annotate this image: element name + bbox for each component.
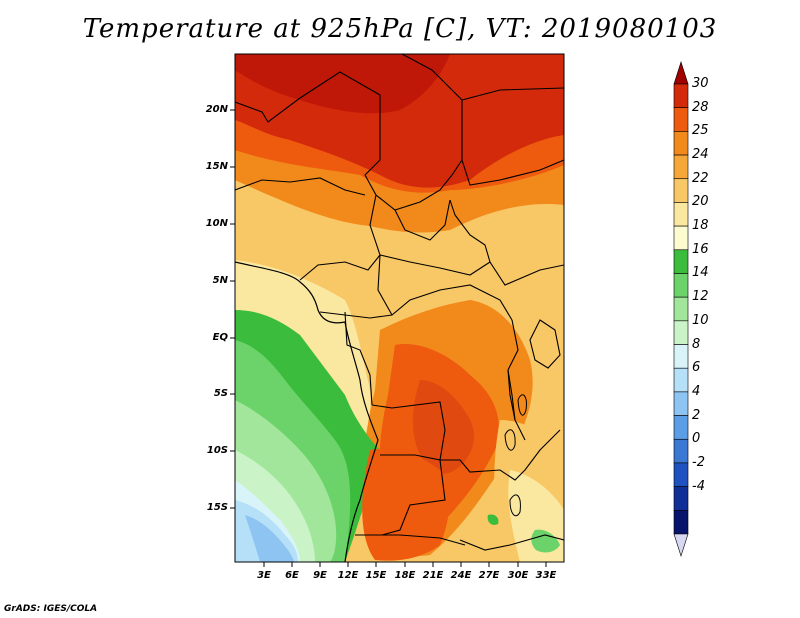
colorbar-label: 0 — [692, 431, 701, 447]
colorbar-label: 18 — [692, 218, 709, 234]
colorbar-segment — [673, 296, 689, 322]
coastline — [235, 261, 379, 562]
lakes — [504, 394, 527, 517]
lon-label: 30E — [507, 570, 529, 581]
chart-title: Temperature at 925hPa [C], VT: 201908010… — [82, 14, 718, 44]
colorbar-label: 30 — [692, 76, 709, 91]
lon-label: 3E — [257, 570, 271, 581]
lat-label: 15N — [205, 161, 228, 172]
colorbar-label: 20 — [692, 194, 709, 210]
lon-label: 12E — [337, 570, 359, 581]
colorbar-top-triangle — [673, 61, 689, 85]
colorbar-segment — [673, 510, 689, 535]
lat-label: 5N — [212, 275, 228, 286]
colorbar-segment — [673, 320, 689, 345]
axis-ticks — [230, 109, 547, 567]
colorbar-label: 16 — [692, 241, 709, 257]
lon-label: 9E — [313, 570, 327, 581]
colorbar-label: 4 — [692, 383, 701, 399]
colorbar-label: 12 — [692, 289, 709, 305]
lon-label: 27E — [478, 570, 500, 581]
colorbar-segment — [673, 154, 689, 180]
colorbar-segment — [673, 107, 689, 132]
lat-label: EQ — [212, 332, 228, 343]
lat-label: 5S — [213, 388, 228, 399]
colorbar-segment — [673, 486, 689, 511]
lon-label: 21E — [422, 570, 444, 581]
colorbar-segment — [673, 438, 689, 464]
colorbar-label: 28 — [692, 99, 709, 115]
temperature-field — [235, 54, 564, 562]
colorbar-segment — [673, 225, 689, 251]
colorbar-label: 24 — [692, 147, 709, 163]
colorbar-segment — [673, 249, 689, 274]
map-frame — [234, 53, 565, 563]
colorbar-label: -4 — [692, 478, 705, 494]
colorbar-segment — [673, 391, 689, 416]
colorbar-label: -2 — [692, 454, 705, 470]
colorbar-segment — [673, 202, 689, 227]
colorbar-segment — [673, 415, 689, 440]
lon-label: 15E — [365, 570, 387, 581]
lon-label: 18E — [394, 570, 416, 581]
colorbar-segment — [673, 83, 689, 108]
colorbar-label: 2 — [692, 407, 701, 423]
colorbar-segment — [673, 131, 689, 156]
colorbar-segment — [673, 344, 689, 369]
colorbar-bottom-triangle — [673, 533, 689, 557]
colorbar-label: 6 — [692, 360, 701, 376]
colorbar-label: 10 — [692, 312, 709, 328]
lat-label: 20N — [205, 104, 228, 115]
colorbar-label: 25 — [692, 123, 709, 139]
lon-label: 24E — [450, 570, 472, 581]
lat-label: 10S — [206, 445, 228, 456]
colorbar-segment — [673, 178, 689, 203]
lon-label: 6E — [285, 570, 299, 581]
colorbar-label: 22 — [692, 170, 709, 186]
footer-credit: GrADS: IGES/COLA — [4, 604, 98, 614]
colorbar-segment — [673, 273, 689, 298]
colorbar-label: 14 — [692, 265, 709, 281]
lon-label: 33E — [535, 570, 557, 581]
country-borders — [235, 54, 564, 551]
lat-label: 15S — [206, 502, 228, 513]
colorbar-label: 8 — [692, 336, 701, 352]
colorbar-segment — [673, 462, 689, 487]
colorbar-segment — [673, 367, 689, 393]
lat-label: 10N — [205, 218, 228, 229]
colorbar — [673, 61, 689, 557]
